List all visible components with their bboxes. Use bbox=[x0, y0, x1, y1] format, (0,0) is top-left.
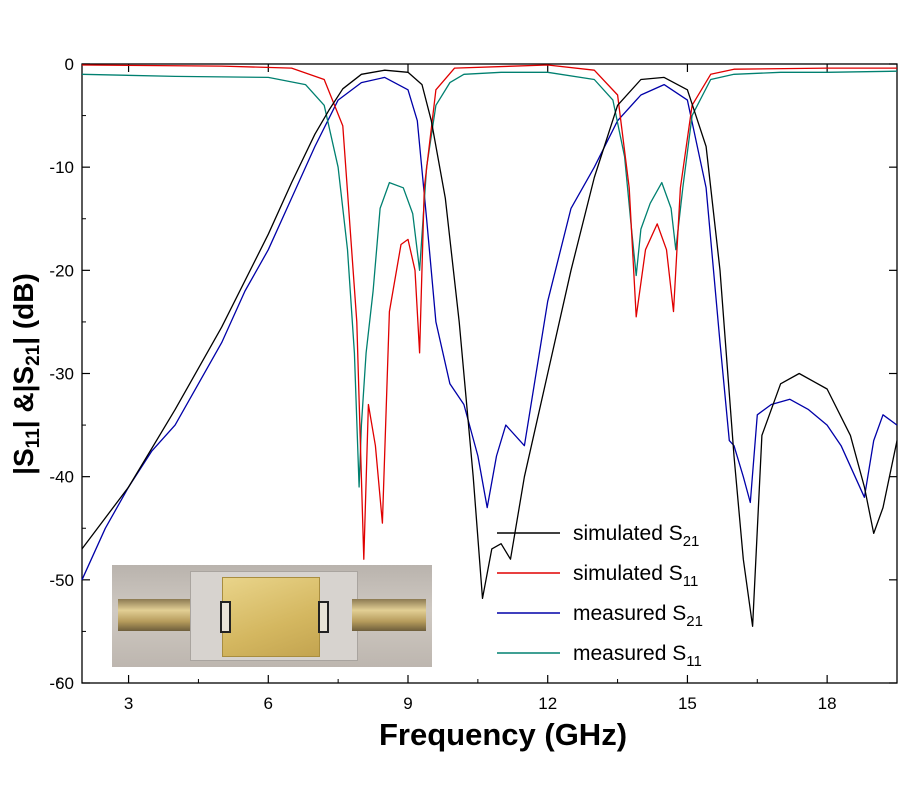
series-line-measured-s21 bbox=[81, 76, 898, 581]
y-tick-label: -10 bbox=[49, 158, 74, 177]
legend-label: simulated S11 bbox=[573, 562, 698, 590]
x-tick-label: 18 bbox=[818, 694, 837, 713]
series-group bbox=[81, 64, 898, 627]
x-axis-title: Frequency (GHz) bbox=[379, 717, 627, 752]
legend-label: simulated S21 bbox=[573, 522, 699, 550]
filter-pattern bbox=[222, 577, 320, 657]
y-tick-label: 0 bbox=[65, 55, 74, 74]
sma-connector-right bbox=[352, 599, 426, 631]
y-tick-label: -30 bbox=[49, 365, 74, 384]
port-slot-right bbox=[318, 601, 329, 633]
filter-photo-inset bbox=[112, 565, 432, 667]
series-line-simulated-s11 bbox=[81, 64, 897, 560]
series-line-simulated-s21 bbox=[81, 69, 898, 627]
x-tick-label: 15 bbox=[678, 694, 697, 713]
legend-label: measured S21 bbox=[573, 602, 703, 630]
x-tick-label: 9 bbox=[403, 694, 412, 713]
port-slot-left bbox=[220, 601, 231, 633]
y-tick-label: -40 bbox=[49, 468, 74, 487]
x-tick-label: 6 bbox=[264, 694, 273, 713]
x-tick-label: 12 bbox=[538, 694, 557, 713]
y-tick-label: -20 bbox=[49, 261, 74, 280]
y-axis-title: |S11| &|S21| (dB) bbox=[8, 273, 44, 475]
axis-ticks: 3 6 9 12 15 18 0 -10 -20 -30 -40 -50 -60 bbox=[49, 55, 897, 713]
legend-label: measured S11 bbox=[573, 642, 702, 670]
sma-connector-left bbox=[118, 599, 196, 631]
series-line-measured-s11 bbox=[81, 70, 898, 488]
legend: simulated S21 simulated S11 measured S21 me… bbox=[497, 522, 703, 670]
y-tick-label: -50 bbox=[49, 571, 74, 590]
x-tick-label: 3 bbox=[124, 694, 133, 713]
y-tick-label: -60 bbox=[49, 674, 74, 693]
